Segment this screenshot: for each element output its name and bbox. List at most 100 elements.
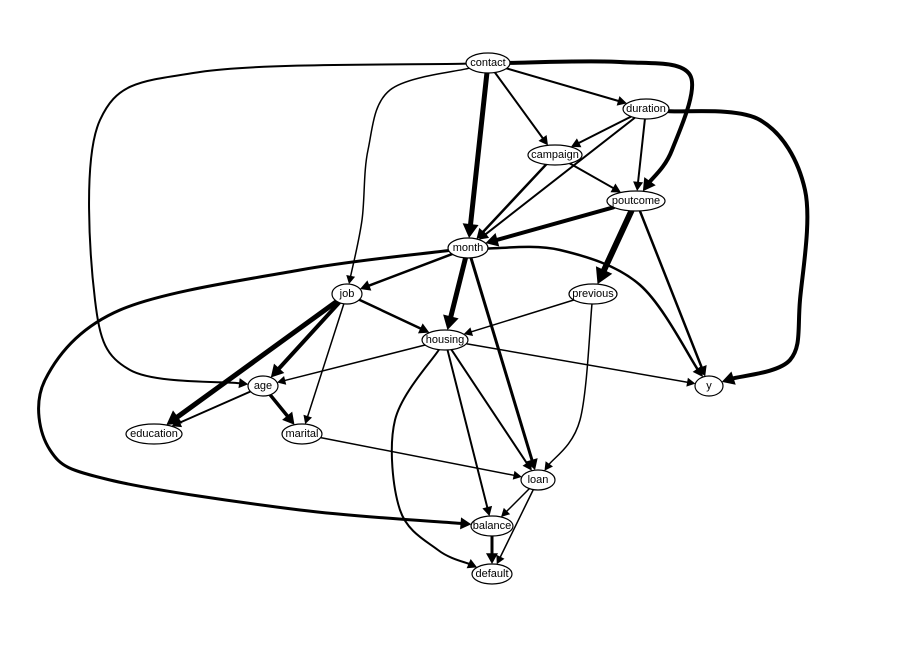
edge-poutcome-to-month [493, 205, 616, 243]
edge-housing-to-loan [450, 348, 529, 466]
edge-contact-to-age [88, 62, 468, 385]
arrowhead-balance-to-default [486, 553, 498, 564]
node-poutcome[interactable]: poutcome [606, 190, 666, 212]
node-job-ellipse [331, 283, 363, 305]
arrowhead-housing-to-y [686, 377, 696, 387]
arrowhead-month-to-y [692, 365, 703, 378]
arrowhead-month-to-housing [443, 314, 459, 331]
edge-contact-to-duration [505, 67, 621, 103]
edge-loan-to-balance [505, 487, 531, 513]
arrowhead-loan-to-balance [501, 507, 511, 517]
edge-previous-to-loan [547, 303, 593, 466]
edge-month-to-housing [447, 255, 469, 322]
arrowhead-previous-to-loan [544, 461, 553, 471]
edge-age-to-education [177, 390, 252, 425]
edge-contact-to-campaign [493, 71, 545, 141]
edge-age-to-marital [268, 393, 291, 420]
node-duration[interactable]: duration [622, 98, 670, 120]
node-poutcome-label: poutcome [612, 195, 660, 207]
arrowhead-poutcome-to-previous [595, 266, 613, 285]
node-balance-label: balance [473, 520, 512, 532]
arrowhead-duration-to-month [478, 229, 490, 240]
node-month-label: month [453, 242, 484, 254]
edge-housing-to-y [465, 342, 690, 384]
node-campaign-ellipse [527, 144, 583, 166]
arrowhead-marital-to-loan [512, 470, 522, 480]
edge-month-to-y [486, 245, 700, 372]
arrowhead-month-to-job [360, 280, 372, 291]
edge-duration-to-y [666, 109, 810, 381]
edge-month-to-balance [37, 249, 465, 526]
node-month[interactable]: month [447, 237, 489, 259]
arrowhead-contact-to-job [346, 274, 356, 285]
node-housing-ellipse [421, 329, 469, 351]
arrowhead-housing-to-age [277, 376, 287, 385]
arrowhead-loan-to-default [496, 554, 505, 565]
node-balance[interactable]: balance [470, 515, 514, 537]
edge-month-to-job [366, 252, 454, 288]
node-contact[interactable]: contact [465, 52, 511, 74]
arrowhead-housing-to-loan [522, 460, 532, 471]
arrowhead-job-to-marital [303, 414, 313, 425]
arrowhead-contact-to-campaign [538, 134, 548, 146]
node-y-ellipse [694, 375, 724, 397]
arrowhead-housing-to-default [466, 559, 478, 569]
arrowhead-duration-to-y [721, 371, 736, 385]
arrowhead-previous-to-housing [463, 327, 474, 336]
edge-contact-to-month [467, 70, 490, 230]
edge-housing-to-balance [446, 348, 489, 510]
edge-housing-to-default [390, 348, 472, 566]
node-balance-ellipse [470, 515, 514, 537]
edge-month-to-loan [469, 256, 535, 464]
node-campaign[interactable]: campaign [527, 144, 583, 166]
node-duration-label: duration [626, 103, 666, 115]
edge-housing-to-age [282, 344, 426, 382]
edge-duration-to-campaign [576, 115, 633, 145]
node-contact-label: contact [470, 57, 505, 69]
node-job-label: job [339, 288, 355, 300]
node-age[interactable]: age [247, 375, 279, 397]
node-housing[interactable]: housing [421, 329, 469, 351]
node-default[interactable]: default [471, 563, 513, 585]
arrowhead-contact-to-poutcome [642, 177, 656, 192]
node-marital[interactable]: marital [281, 423, 323, 445]
node-education[interactable]: education [125, 423, 183, 445]
node-loan[interactable]: loan [520, 469, 556, 491]
node-housing-label: housing [426, 334, 465, 346]
node-previous[interactable]: previous [568, 283, 618, 305]
node-previous-label: previous [572, 288, 614, 300]
arrowhead-job-to-age [270, 363, 285, 378]
node-loan-ellipse [520, 469, 556, 491]
edge-job-to-housing [358, 298, 424, 331]
edges [37, 59, 810, 569]
node-education-ellipse [125, 423, 183, 445]
arrowhead-duration-to-campaign [570, 138, 582, 148]
arrowhead-month-to-balance [460, 517, 472, 530]
node-contact-ellipse [465, 52, 511, 74]
edge-poutcome-to-y [638, 209, 704, 371]
node-age-ellipse [247, 375, 279, 397]
arrowhead-contact-to-month [462, 223, 479, 239]
edge-marital-to-loan [319, 436, 517, 477]
edge-contact-to-poutcome [507, 59, 695, 186]
node-job[interactable]: job [331, 283, 363, 305]
edge-contact-to-job [349, 67, 470, 279]
arrowhead-duration-to-poutcome [633, 181, 644, 192]
edge-duration-to-month [483, 116, 636, 237]
arrowhead-age-to-education [171, 417, 183, 428]
arrowhead-age-to-marital [282, 411, 295, 425]
node-marital-ellipse [281, 423, 323, 445]
arrowhead-contact-to-age [238, 378, 249, 389]
edge-job-to-education [172, 298, 340, 421]
edge-job-to-age [275, 300, 342, 373]
node-y[interactable]: y [694, 375, 724, 397]
arrowhead-month-to-loan [526, 458, 538, 471]
edge-duration-to-poutcome [636, 117, 646, 185]
edge-previous-to-housing [469, 299, 575, 333]
edge-campaign-to-month [480, 163, 548, 235]
arrowhead-poutcome-to-month [485, 233, 500, 247]
arrowhead-contact-to-duration [616, 96, 627, 106]
node-age-label: age [254, 380, 272, 392]
node-default-label: default [475, 568, 508, 580]
